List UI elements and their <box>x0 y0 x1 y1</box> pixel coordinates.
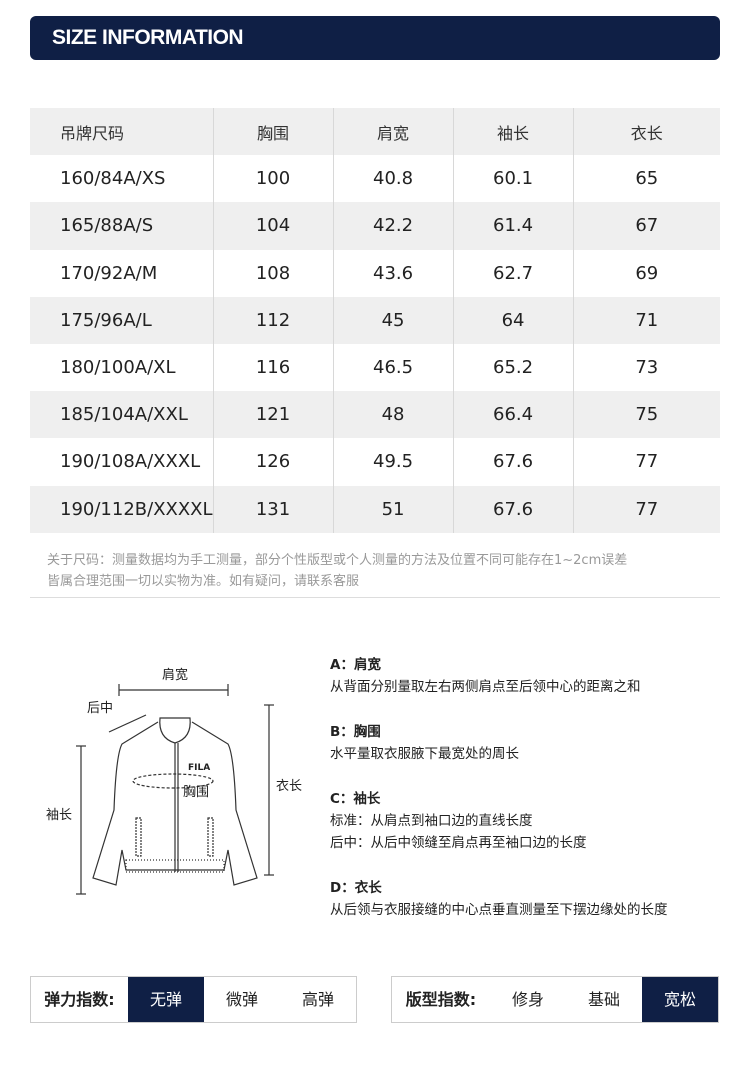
table-header: 吊牌尺码 胸围 肩宽 袖长 衣长 <box>30 108 720 156</box>
description-line: 标准：从肩点到袖口边的直线长度 <box>330 813 533 829</box>
table-cell: 77 <box>572 485 720 533</box>
description-line: 从背面分别量取左右两侧肩点至后领中心的距离之和 <box>330 679 641 695</box>
label-length: 衣长 <box>276 778 302 794</box>
table-cell: 190/108A/XXXL <box>60 451 201 473</box>
table-cell: 121 <box>212 391 334 439</box>
label-sleeve: 袖长 <box>46 808 72 823</box>
table-cell: 64 <box>452 296 574 344</box>
fit-option[interactable]: 修身 <box>511 990 544 1009</box>
section-title-bar: SIZE INFORMATION <box>30 16 720 60</box>
description-title: D：衣长 <box>330 880 382 896</box>
section-title: SIZE INFORMATION <box>52 26 244 49</box>
description-title: B：胸围 <box>330 724 381 740</box>
fit-option[interactable]: 基础 <box>587 990 620 1009</box>
fila-logo: FILA <box>188 763 210 773</box>
table-cell: 104 <box>212 202 334 250</box>
table-cell: 185/104A/XXL <box>30 391 214 439</box>
table-cell: 190/112B/XXXXL <box>30 485 214 533</box>
description-block: D：衣长从后领与衣服接缝的中心点垂直测量至下摆边缘处的长度 <box>330 877 668 921</box>
label-shoulder: 肩宽 <box>162 667 188 683</box>
size-table: 吊牌尺码 胸围 肩宽 袖长 衣长 160/84A/XS 100 40.8 60.1 65 165/8… <box>30 108 720 533</box>
table-cell: 75 <box>572 391 720 439</box>
table-row: 160/84A/XS 100 40.8 60.1 65 <box>30 155 720 203</box>
elasticity-option[interactable]: 无弹 <box>128 977 204 1022</box>
table-cell: 77 <box>572 438 720 486</box>
table-cell: 112 <box>212 296 334 344</box>
table-cell: 108 <box>212 249 334 297</box>
description-block: B：胸围水平量取衣服腋下最宽处的周长 <box>330 721 668 765</box>
table-cell: 160/84A/XS <box>60 168 166 190</box>
table-cell: 175/96A/L <box>30 296 214 344</box>
table-cell: 180/100A/XL <box>60 357 176 379</box>
table-cell: 62.7 <box>452 249 574 297</box>
elasticity-option[interactable]: 高弹 <box>301 990 334 1009</box>
table-cell: 43.6 <box>332 249 454 297</box>
description-block: A：肩宽从背面分别量取左右两侧肩点至后领中心的距离之和 <box>330 654 668 698</box>
measurement-descriptions: A：肩宽从背面分别量取左右两侧肩点至后领中心的距离之和 B：胸围水平量取衣服腋下最… <box>330 654 668 944</box>
table-row: 190/108A/XXXL 126 49.5 67.6 77 <box>30 438 720 486</box>
table-cell: 71 <box>572 296 720 344</box>
column-header: 肩宽 <box>332 108 454 156</box>
description-line: 从后领与衣服接缝的中心点垂直测量至下摆边缘处的长度 <box>330 902 668 918</box>
divider <box>30 597 720 598</box>
table-cell: 66.4 <box>452 391 574 439</box>
table-cell: 131 <box>212 485 334 533</box>
description-line: 水平量取衣服腋下最宽处的周长 <box>330 746 519 762</box>
table-cell: 170/92A/M <box>60 262 158 284</box>
table-row: 170/92A/M 108 43.6 62.7 69 <box>30 249 720 297</box>
table-cell: 100 <box>212 155 334 203</box>
size-note: 关于尺码：测量数据均为手工测量，部分个性版型或个人测量的方法及位置不同可能存在1… <box>47 550 727 592</box>
column-header: 吊牌尺码 <box>30 108 214 156</box>
note-line: 皆属合理范围一切以实物为准。如有疑问，请联系客服 <box>47 574 360 589</box>
elasticity-index: 弹力指数: 无弹 微弹 高弹 <box>30 976 357 1023</box>
table-row: 185/104A/XXL 121 48 66.4 75 <box>30 391 720 439</box>
table-cell: 67.6 <box>452 438 574 486</box>
table-row: 165/88A/S 104 42.2 61.4 67 <box>30 202 720 250</box>
table-cell: 48 <box>332 391 454 439</box>
fit-option[interactable]: 宽松 <box>642 977 718 1022</box>
table-cell: 61.4 <box>452 202 574 250</box>
description-title: A：肩宽 <box>330 657 381 673</box>
table-cell: 165/88A/S <box>30 202 214 250</box>
fit-label: 版型指数: <box>405 990 477 1009</box>
table-cell: 46.5 <box>332 343 454 392</box>
table-cell: 73 <box>572 343 720 392</box>
column-header: 胸围 <box>212 108 334 156</box>
note-line: 关于尺码：测量数据均为手工测量，部分个性版型或个人测量的方法及位置不同可能存在1… <box>47 553 628 568</box>
description-line: 后中：从后中领缝至肩点再至袖口边的长度 <box>330 835 587 851</box>
table-row: 180/100A/XL 116 46.5 65.2 73 <box>30 343 720 392</box>
description-title: C：袖长 <box>330 791 381 807</box>
jacket-diagram: 肩宽 后中 FILA 胸围 衣长 袖长 <box>46 667 302 895</box>
column-header: 衣长 <box>572 108 720 156</box>
table-cell: 69 <box>572 249 720 297</box>
label-back-center: 后中 <box>87 701 113 716</box>
elasticity-label: 弹力指数: <box>44 990 115 1009</box>
table-cell: 126 <box>212 438 334 486</box>
fit-index: 版型指数: 修身 基础 宽松 <box>391 976 719 1023</box>
table-cell: 67.6 <box>452 485 574 533</box>
table-cell: 65.2 <box>452 343 574 392</box>
table-cell: 42.2 <box>332 202 454 250</box>
table-cell: 65 <box>572 155 720 203</box>
label-chest: 胸围 <box>183 785 209 800</box>
elasticity-option[interactable]: 微弹 <box>225 990 258 1009</box>
table-cell: 67 <box>572 202 720 250</box>
table-row: 190/112B/XXXXL 131 51 67.6 77 <box>30 485 720 533</box>
table-cell: 40.8 <box>332 155 454 203</box>
table-cell: 116 <box>212 343 334 392</box>
table-row: 175/96A/L 112 45 64 71 <box>30 296 720 344</box>
table-cell: 49.5 <box>332 438 454 486</box>
table-cell: 60.1 <box>452 155 574 203</box>
table-cell: 45 <box>332 296 454 344</box>
description-block: C：袖长标准：从肩点到袖口边的直线长度后中：从后中领缝至肩点再至袖口边的长度 <box>330 788 668 854</box>
table-cell: 51 <box>332 485 454 533</box>
column-header: 袖长 <box>452 108 574 156</box>
